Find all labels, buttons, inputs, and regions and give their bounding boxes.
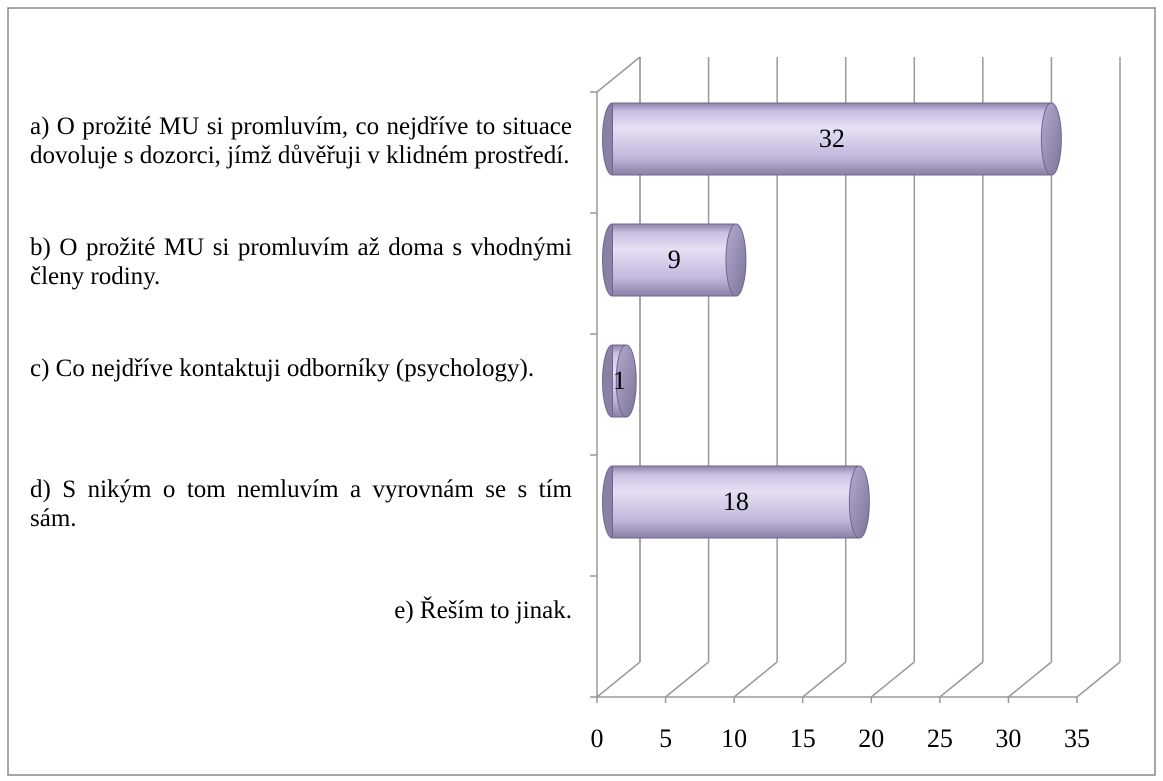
bar <box>612 465 860 539</box>
bar-cap <box>615 344 637 418</box>
wall-edge <box>596 56 641 93</box>
bar <box>612 102 1052 176</box>
x-tick-label: 15 <box>790 724 816 753</box>
category-label: a) O prožité MU si promluvím, co nejdřív… <box>30 113 572 169</box>
grid-line <box>1007 661 1052 698</box>
x-tick-label: 35 <box>1064 724 1090 753</box>
data-label: 18 <box>723 487 749 516</box>
category-label: c) Co nejdříve kontaktuji odborníky (psy… <box>30 355 535 382</box>
x-tick-label: 5 <box>659 724 672 753</box>
x-tick-label: 20 <box>858 724 884 753</box>
category-label: b) O prožité MU si promluvím až doma s v… <box>30 234 572 290</box>
x-tick-label: 30 <box>995 724 1021 753</box>
bar-cap <box>1040 102 1062 176</box>
data-label: 1 <box>613 366 626 395</box>
grid-line <box>665 661 710 698</box>
bar-cap <box>848 465 870 539</box>
grid-line <box>802 661 847 698</box>
grid-line <box>596 661 641 698</box>
category-label: d) S nikým o tom nemluvím a vyrovnám se … <box>30 476 572 532</box>
grid-line <box>733 661 778 698</box>
x-tick-label: 25 <box>927 724 953 753</box>
grid-line <box>939 661 984 698</box>
grid-line <box>870 661 915 698</box>
x-tick-label: 10 <box>721 724 747 753</box>
data-label: 32 <box>819 124 845 153</box>
category-label: e) Řeším to jinak. <box>394 597 572 624</box>
grid-line <box>1076 661 1121 698</box>
bar <box>612 223 737 297</box>
data-label: 9 <box>668 245 681 274</box>
frame <box>7 7 1156 776</box>
bar-cap <box>725 223 747 297</box>
x-tick-label: 0 <box>591 724 604 753</box>
